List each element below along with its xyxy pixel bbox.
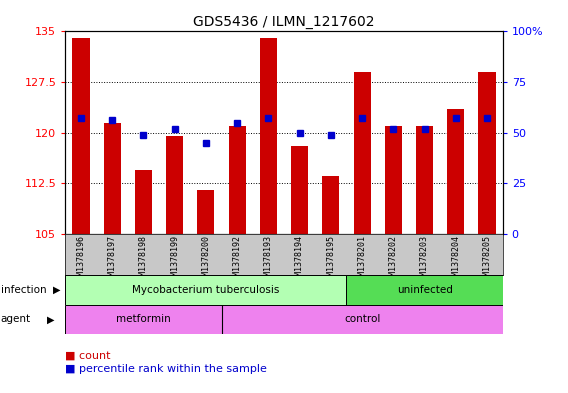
Bar: [222, 305, 503, 334]
Text: GSM1378205: GSM1378205: [483, 235, 491, 285]
Bar: [346, 275, 503, 305]
Text: GSM1378196: GSM1378196: [77, 235, 85, 285]
Text: control: control: [344, 314, 381, 324]
Bar: [260, 38, 277, 234]
Text: GSM1378192: GSM1378192: [233, 235, 241, 285]
Bar: [65, 305, 222, 334]
Bar: [322, 176, 340, 234]
Text: GSM1378195: GSM1378195: [327, 235, 335, 285]
Bar: [447, 109, 465, 234]
Text: GSM1378200: GSM1378200: [202, 235, 210, 285]
Bar: [228, 126, 246, 234]
Bar: [291, 146, 308, 234]
Text: Mycobacterium tuberculosis: Mycobacterium tuberculosis: [132, 285, 279, 295]
Text: GSM1378198: GSM1378198: [139, 235, 148, 285]
Text: GSM1378193: GSM1378193: [264, 235, 273, 285]
Text: GSM1378204: GSM1378204: [452, 235, 460, 285]
Bar: [166, 136, 183, 234]
Text: infection: infection: [1, 285, 46, 295]
Title: GDS5436 / ILMN_1217602: GDS5436 / ILMN_1217602: [193, 15, 375, 29]
Bar: [72, 38, 90, 234]
Text: ■ percentile rank within the sample: ■ percentile rank within the sample: [65, 364, 267, 375]
Bar: [478, 72, 496, 234]
Text: agent: agent: [1, 314, 31, 324]
Text: ▶: ▶: [53, 285, 60, 295]
Bar: [416, 126, 433, 234]
Text: ■ count: ■ count: [65, 351, 111, 361]
Text: GSM1378201: GSM1378201: [358, 235, 366, 285]
Text: GSM1378202: GSM1378202: [389, 235, 398, 285]
Text: metformin: metformin: [116, 314, 171, 324]
Bar: [385, 126, 402, 234]
Text: GSM1378197: GSM1378197: [108, 235, 116, 285]
Bar: [197, 190, 215, 234]
Text: GSM1378194: GSM1378194: [295, 235, 304, 285]
Text: uninfected: uninfected: [396, 285, 453, 295]
Bar: [353, 72, 371, 234]
Text: ▶: ▶: [47, 314, 55, 324]
Bar: [135, 170, 152, 234]
Bar: [65, 275, 346, 305]
Text: GSM1378199: GSM1378199: [170, 235, 179, 285]
Text: GSM1378203: GSM1378203: [420, 235, 429, 285]
Bar: [103, 123, 121, 234]
